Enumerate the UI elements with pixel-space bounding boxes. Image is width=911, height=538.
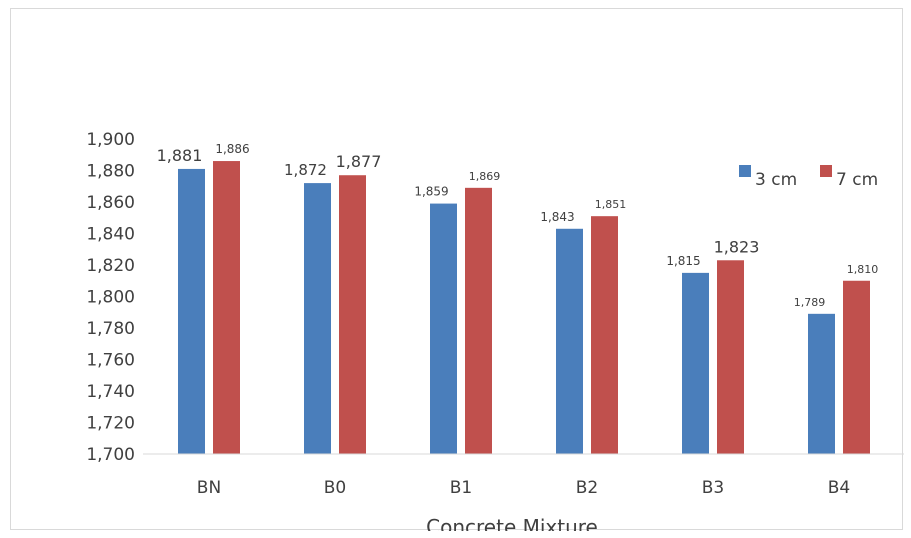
bar-B4-3cm <box>808 313 835 454</box>
category-label: B2 <box>576 478 598 498</box>
bars <box>178 161 870 455</box>
y-tick-label: 1,700 <box>86 445 135 465</box>
y-tick-label: 1,740 <box>86 382 135 402</box>
bar-B0-3cm <box>304 183 331 454</box>
bar-chart: 1,700 1,720 1,740 1,760 1,780 1,800 1,820 1,840… <box>86 130 904 531</box>
bar-B2-7cm <box>591 216 618 454</box>
bar-B1-3cm <box>430 203 457 454</box>
data-label: 1,859 <box>414 185 448 199</box>
legend-swatch <box>820 165 832 177</box>
data-label: 1,877 <box>336 152 382 171</box>
y-tick-label: 1,860 <box>86 193 135 213</box>
bar-B4-7cm <box>843 280 870 454</box>
x-axis-title: Concrete Mixture <box>426 515 598 531</box>
bar-B2-3cm <box>556 228 583 454</box>
legend: 3 cm 7 cm <box>739 165 878 190</box>
y-tick-label: 1,760 <box>86 351 135 371</box>
data-label: 1,810 <box>847 263 879 276</box>
y-tick-label: 1,720 <box>86 414 135 434</box>
data-label: 1,869 <box>469 170 501 183</box>
legend-swatch <box>739 165 751 177</box>
y-tick-label: 1,900 <box>86 130 135 150</box>
y-tick-label: 1,800 <box>86 288 135 308</box>
bar-B0-7cm <box>339 175 366 454</box>
y-tick-label: 1,840 <box>86 225 135 245</box>
category-label: B4 <box>828 478 850 498</box>
x-axis-categories: BN B0 B1 B2 B3 B4 <box>197 478 850 498</box>
category-label: B0 <box>324 478 346 498</box>
y-tick-label: 1,780 <box>86 319 135 339</box>
bar-B3-3cm <box>682 272 709 454</box>
data-label: 1,823 <box>714 237 760 256</box>
category-label: BN <box>197 478 221 498</box>
data-label: 1,886 <box>215 142 249 156</box>
bar-BN-3cm <box>178 168 205 455</box>
category-label: B3 <box>702 478 724 498</box>
bar-B3-7cm <box>717 260 744 454</box>
chart-frame: 1,700 1,720 1,740 1,760 1,780 1,800 1,820 1,840… <box>10 8 904 531</box>
data-label: 1,881 <box>157 146 203 165</box>
y-axis-ticks: 1,700 1,720 1,740 1,760 1,780 1,800 1,820 1,840… <box>86 130 135 465</box>
bar-BN-7cm <box>213 161 240 455</box>
bar-B1-7cm <box>465 187 492 454</box>
data-label: 1,872 <box>284 161 327 179</box>
y-tick-label: 1,880 <box>86 162 135 182</box>
data-label: 1,851 <box>595 198 627 211</box>
legend-label: 7 cm <box>836 170 878 190</box>
data-labels: 1,881 1,872 1,859 1,843 1,815 1,789 1,886 1,877… <box>157 142 879 309</box>
y-tick-label: 1,820 <box>86 256 135 276</box>
data-label: 1,789 <box>794 296 826 309</box>
data-label: 1,843 <box>540 210 574 224</box>
legend-label: 3 cm <box>755 170 797 190</box>
category-label: B1 <box>450 478 472 498</box>
data-label: 1,815 <box>666 254 700 268</box>
